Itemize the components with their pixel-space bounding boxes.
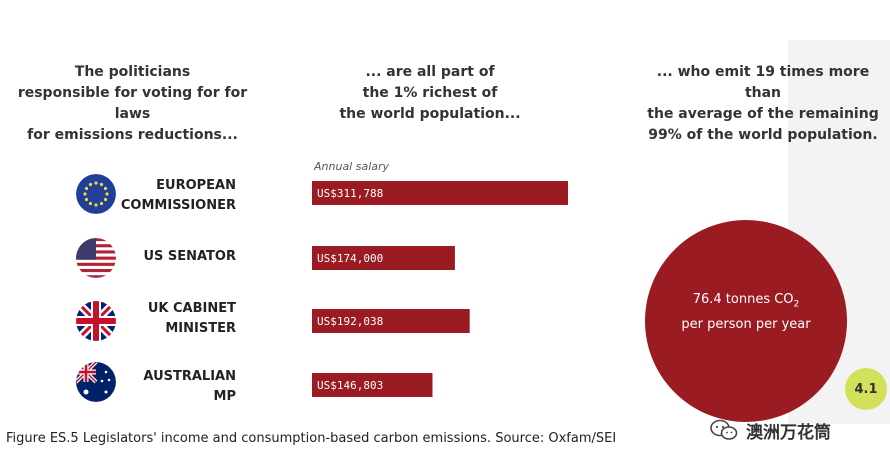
salary-bar: [312, 246, 455, 270]
role-us-senator: US SENATOR: [110, 247, 236, 267]
role-line: US SENATOR: [143, 249, 236, 264]
figure-caption: Figure ES.5 Legislators' income and cons…: [6, 431, 617, 446]
role-uk-cabinet-minister: UK CABINET MINISTER: [110, 299, 236, 339]
watermark-text: 澳洲万花筒: [746, 422, 831, 443]
salary-bar: [312, 309, 470, 333]
role-line: AUSTRALIAN: [143, 369, 236, 384]
page-badge: 4.1: [845, 368, 887, 410]
salary-bar: [312, 373, 433, 397]
emissions-value-text: 76.4 tonnes CO: [692, 292, 794, 307]
eu-flag-icon: [76, 174, 116, 214]
salary-axis-label: Annual salary: [314, 160, 390, 173]
salary-bar-label: US$146,803: [317, 379, 383, 392]
role-line: EUROPEAN: [156, 178, 236, 193]
role-line: MP: [213, 389, 236, 404]
heading-line: The politicians: [74, 64, 191, 80]
heading-richest: ... are all part of the 1% richest of th…: [300, 62, 560, 125]
role-line: UK CABINET: [147, 301, 236, 316]
heading-emissions: ... who emit 19 times more than the aver…: [640, 62, 886, 146]
heading-politicians: The politicians responsible for voting f…: [0, 62, 265, 146]
role-european-commissioner: EUROPEAN COMMISSIONER: [110, 176, 236, 216]
role-line: MINISTER: [165, 321, 236, 336]
salary-bar: [312, 181, 568, 205]
heading-line: the 1% richest of: [362, 85, 498, 101]
emissions-text: 76.4 tonnes CO2 per person per year: [645, 290, 847, 335]
role-line: COMMISSIONER: [120, 198, 236, 213]
emissions-circle: [645, 220, 847, 422]
wechat-icon: [710, 419, 738, 440]
salary-bar-label: US$192,038: [317, 315, 383, 328]
emissions-value: 76.4 tonnes CO2: [645, 290, 847, 315]
uk-flag-icon: [76, 301, 116, 341]
co2-subscript: 2: [793, 299, 800, 310]
heading-line: responsible for voting for for laws: [17, 85, 248, 122]
heading-line: the average of the remaining: [647, 106, 879, 122]
heading-line: 99% of the world population.: [648, 127, 878, 143]
salary-bar-chart: US$311,788 US$174,000 US$192,038 US$146,803: [312, 181, 568, 397]
emissions-unit: per person per year: [681, 316, 811, 332]
us-flag-icon: [76, 238, 116, 278]
role-australian-mp: AUSTRALIAN MP: [110, 367, 236, 407]
heading-line: the world population...: [339, 106, 521, 122]
heading-line: for emissions reductions...: [27, 127, 238, 143]
salary-bar-label: US$174,000: [317, 252, 383, 265]
heading-line: ... are all part of: [365, 64, 495, 80]
heading-line: ... who emit 19 times more than: [656, 64, 870, 101]
salary-bar-label: US$311,788: [317, 187, 383, 200]
watermark: 澳洲万花筒: [710, 416, 885, 444]
